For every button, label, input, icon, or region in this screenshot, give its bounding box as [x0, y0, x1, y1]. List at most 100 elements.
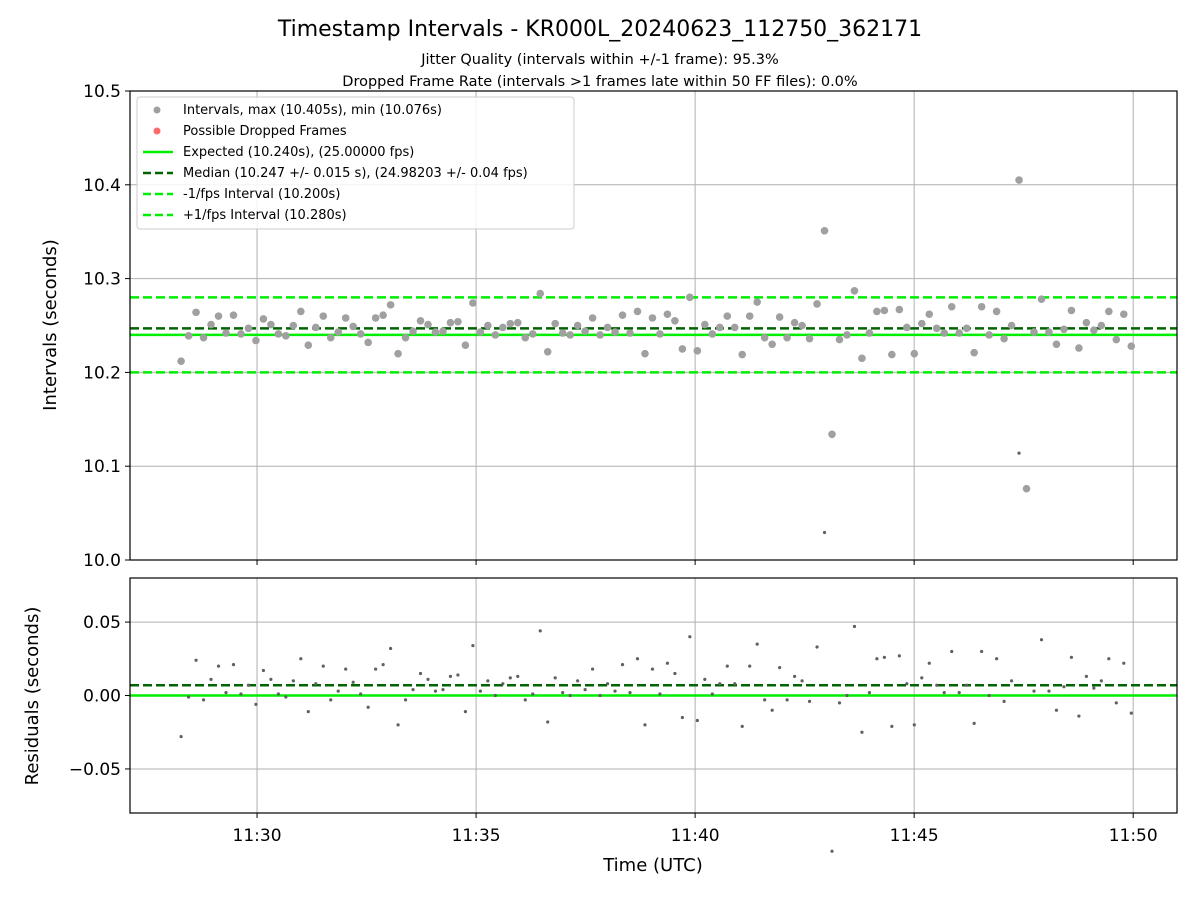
- residual-point: [478, 689, 482, 693]
- interval-point: [813, 300, 821, 308]
- residual-point: [867, 690, 872, 695]
- legend-label-median: Median (10.247 +/- 0.015 s), (24.98203 +…: [183, 166, 528, 181]
- residual-point: [598, 693, 602, 698]
- residual-point: [374, 667, 378, 671]
- interval-point: [521, 333, 530, 342]
- residual-point: [448, 674, 453, 679]
- residual-point: [733, 682, 737, 686]
- intervals-y-tick-label: 10.3: [83, 270, 121, 290]
- interval-point: [1060, 325, 1068, 334]
- interval-point: [730, 323, 739, 332]
- interval-point: [192, 308, 200, 317]
- residual-point: [239, 692, 243, 696]
- residuals-y-ticks: −0.05 0.00 0.05: [69, 613, 130, 780]
- residual-point: [269, 677, 273, 681]
- interval-point: [903, 323, 911, 332]
- interval-point: [1037, 295, 1046, 304]
- residual-point: [1039, 638, 1044, 642]
- interval-point: [925, 310, 934, 319]
- interval-point: [461, 341, 470, 349]
- interval-point: [177, 357, 185, 365]
- residual-point: [710, 692, 714, 696]
- interval-point: [446, 318, 455, 327]
- interval-point: [409, 327, 417, 335]
- interval-point: [671, 317, 679, 325]
- interval-point: [738, 350, 747, 359]
- residual-point: [590, 667, 595, 671]
- interval-point: [783, 333, 791, 342]
- residual-point: [792, 674, 797, 679]
- interval-point: [416, 317, 425, 325]
- residual-point: [643, 723, 647, 727]
- interval-point: [820, 226, 829, 235]
- interval-point: [611, 328, 619, 336]
- interval-point: [506, 319, 515, 328]
- residual-point: [538, 629, 542, 633]
- residual-point: [441, 688, 445, 692]
- interval-point: [648, 314, 657, 322]
- x-axis-label: Time (UTC): [602, 855, 703, 876]
- residual-point: [920, 676, 924, 680]
- residual-point: [568, 693, 572, 698]
- residual-point: [321, 664, 325, 668]
- residual-point: [261, 668, 266, 673]
- interval-point: [693, 347, 702, 355]
- residual-point: [1114, 701, 1118, 705]
- residual-point: [882, 655, 886, 659]
- residual-point: [635, 657, 640, 661]
- residual-point: [912, 723, 916, 727]
- residual-point: [845, 693, 849, 698]
- chart-subtitle-jitter: Jitter Quality (intervals within +/-1 fr…: [420, 52, 779, 68]
- interval-point: [484, 321, 492, 330]
- residual-point: [680, 715, 684, 720]
- interval-point: [229, 311, 238, 319]
- interval-point: [873, 307, 881, 316]
- interval-point: [843, 331, 851, 339]
- residual-point: [418, 671, 423, 676]
- interval-point: [917, 319, 926, 328]
- residuals-y-tick-label: 0.00: [83, 687, 121, 707]
- residual-point: [231, 663, 236, 667]
- interval-point: [386, 301, 395, 309]
- x-tick-label: 11:45: [890, 826, 939, 846]
- interval-point: [469, 299, 477, 307]
- interval-point: [289, 321, 298, 330]
- residual-point: [1062, 685, 1066, 689]
- residual-point: [411, 688, 415, 692]
- residual-point: [942, 690, 946, 695]
- interval-point: [244, 324, 253, 333]
- interval-point: [573, 321, 582, 330]
- intervals-y-tick-label: 10.1: [83, 457, 121, 477]
- interval-point: [880, 306, 889, 315]
- interval-point: [1105, 307, 1113, 316]
- residual-point: [755, 642, 759, 646]
- interval-point: [454, 317, 462, 326]
- residual-point: [897, 654, 901, 658]
- residual-point: [523, 698, 527, 702]
- residual-point: [246, 683, 251, 687]
- interval-point: [491, 331, 500, 339]
- interval-point: [745, 312, 754, 320]
- interval-point: [626, 329, 634, 337]
- chart-title: Timestamp Intervals - KR000L_20240623_11…: [277, 17, 922, 42]
- x-tick-label: 11:40: [671, 826, 720, 846]
- residual-point: [456, 673, 460, 677]
- interval-point: [641, 349, 649, 358]
- interval-point: [955, 329, 963, 337]
- residual-point: [426, 677, 430, 681]
- residual-point: [1017, 451, 1021, 455]
- interval-point: [962, 324, 971, 333]
- residual-point: [830, 849, 834, 853]
- interval-point: [1127, 342, 1136, 350]
- interval-point: [222, 329, 230, 337]
- residual-point: [763, 698, 767, 702]
- residual-point: [658, 692, 662, 696]
- interval-point: [858, 354, 866, 363]
- interval-point: [992, 307, 1001, 316]
- interval-point: [932, 324, 941, 333]
- interval-point: [865, 329, 874, 337]
- legend-label-minus-fps: -1/fps Interval (10.200s): [183, 187, 340, 202]
- interval-point: [835, 335, 844, 344]
- residual-point: [224, 690, 228, 695]
